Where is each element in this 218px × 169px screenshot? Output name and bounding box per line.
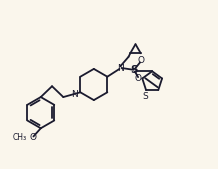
Text: CH₃: CH₃	[12, 133, 26, 142]
Text: S: S	[142, 92, 148, 101]
Text: S: S	[131, 65, 138, 75]
Text: O: O	[29, 133, 36, 142]
Text: N: N	[117, 64, 124, 73]
Text: O: O	[137, 56, 144, 65]
Text: O: O	[135, 74, 142, 83]
Text: N: N	[72, 90, 78, 99]
